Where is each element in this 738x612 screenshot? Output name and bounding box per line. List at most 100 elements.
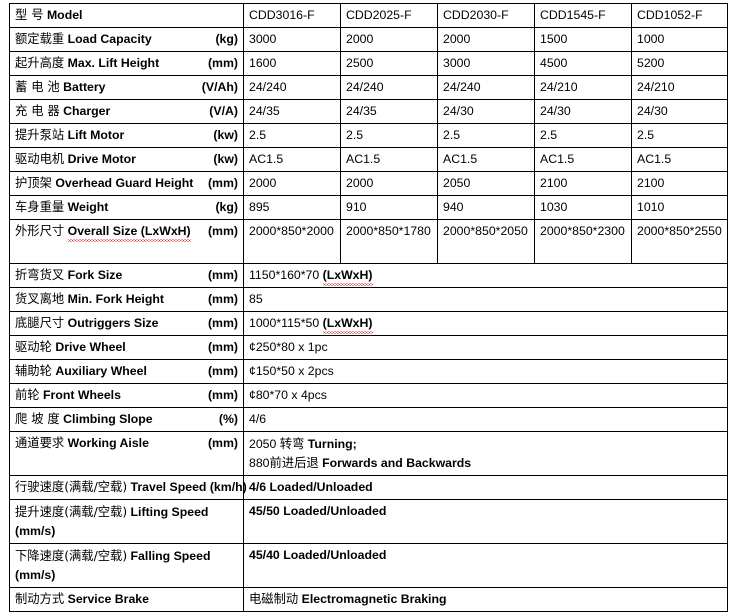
spec-value-cell: 2000*850*2550: [631, 219, 728, 264]
spec-label-cn: 护顶架: [15, 176, 52, 190]
table-row-drive-motor: 驱动电机 Drive Motor (kw) AC1.5 AC1.5 AC1.5 …: [9, 147, 728, 172]
spec-value: 24/30: [443, 104, 474, 118]
spec-label-cn: 车身重量: [15, 200, 65, 214]
spec-value: 24/210: [540, 80, 578, 94]
model-name: CDD2030-F: [443, 8, 509, 22]
table-body: 型 号 Model CDD3016-F CDD2025-F CDD2030-F …: [9, 3, 728, 612]
turning-radius-value: 2050: [249, 437, 280, 451]
spec-value-cell: 1600: [243, 51, 341, 76]
model-name: CDD2025-F: [346, 8, 412, 22]
spec-value: 24/30: [540, 104, 571, 118]
spec-value: 1000*115*50: [249, 316, 323, 330]
spec-value: 2.5: [346, 128, 364, 142]
spec-value-cell-merged: 1000*115*50 (LxWxH): [243, 311, 728, 336]
spec-label-en: Drive Wheel: [55, 340, 126, 354]
spec-value: 24/240: [346, 80, 384, 94]
spec-value: 2.5: [443, 128, 461, 142]
header-label-cn: 型 号: [15, 8, 44, 22]
spec-label-en: Working Aisle: [67, 436, 149, 450]
spec-label-cn: 额定载重: [15, 32, 65, 46]
spec-label-en: Battery: [63, 80, 106, 94]
spec-label-cell: 通道要求 Working Aisle (mm): [9, 430, 244, 477]
spec-label-cell: 蓄 电 池 Battery (V/Ah): [9, 75, 244, 100]
spec-value-cell: 24/240: [340, 75, 438, 100]
table-row-load-capacity: 额定载重 Load Capacity (kg) 3000 2000 2000 1…: [9, 27, 728, 52]
spec-value-cell: 1010: [631, 195, 728, 220]
spec-value: 910: [346, 200, 367, 214]
spec-label-cell: 起升高度 Max. Lift Height (mm): [9, 51, 244, 76]
spec-value: ¢250*80 x 1pc: [249, 340, 328, 354]
spec-label-en: Max. Lift Height: [67, 56, 160, 70]
spec-value-annotation: (LxWxH): [322, 315, 373, 335]
spec-label-cn: 货叉离地: [15, 292, 65, 306]
spec-value: 45/40 Loaded/Unloaded: [249, 548, 387, 563]
spec-unit: (mm/s): [15, 568, 56, 583]
spec-label-en: Min. Fork Height: [67, 292, 164, 306]
spec-value: AC1.5: [346, 152, 381, 166]
spec-value-cell: 2000*850*1780: [340, 219, 438, 264]
spec-label-cell: 制动方式 Service Brake: [9, 587, 244, 612]
table-row-max-lift-height: 起升高度 Max. Lift Height (mm) 1600 2500 300…: [9, 51, 728, 76]
lifting-speed-label-line-2: (mm/s): [15, 522, 238, 541]
spec-value: AC1.5: [637, 152, 672, 166]
spec-label-cell: 额定载重 Load Capacity (kg): [9, 27, 244, 52]
spec-value: ¢150*50 x 2pcs: [249, 364, 334, 378]
spec-unit: (mm): [207, 292, 238, 306]
spec-value-cell: 24/35: [340, 99, 438, 124]
spec-value-cell-merged: 85: [243, 287, 728, 312]
spec-value-cell: AC1.5: [243, 147, 341, 172]
working-aisle-line-2: 880前进后退 Forwards and Backwards: [249, 454, 722, 473]
spec-value-cell-merged: ¢250*80 x 1pc: [243, 335, 728, 360]
table-row-min-fork-height: 货叉离地 Min. Fork Height (mm) 85: [9, 287, 728, 312]
spec-value: 2.5: [637, 128, 655, 142]
spec-label-en: Outriggers Size: [67, 316, 159, 330]
spec-value: 3000: [443, 56, 471, 70]
spec-value: 3000: [249, 32, 277, 46]
spec-value-cell: 5200: [631, 51, 728, 76]
spec-value: 2000*850*2550: [637, 224, 722, 238]
spec-label-cn: 驱动轮: [15, 340, 52, 354]
spec-label-cell: 折弯货叉 Fork Size (mm): [9, 263, 244, 288]
table-row-battery: 蓄 电 池 Battery (V/Ah) 24/240 24/240 24/24…: [9, 75, 728, 100]
spec-label-cn: 前轮: [15, 388, 40, 402]
spec-unit: (mm): [207, 56, 238, 70]
spec-unit: (mm): [207, 436, 238, 450]
spec-unit: (mm): [207, 176, 238, 190]
model-column-header-0: CDD3016-F: [243, 3, 341, 28]
spec-value: AC1.5: [540, 152, 575, 166]
spec-value: 2100: [637, 176, 665, 190]
spec-label-cn: 外形尺寸: [15, 224, 65, 238]
spec-value: 2000: [346, 176, 374, 190]
table-row-charger: 充 电 器 Charger (V/A) 24/35 24/35 24/30 24…: [9, 99, 728, 124]
table-row-model-header: 型 号 Model CDD3016-F CDD2025-F CDD2030-F …: [9, 3, 728, 28]
spec-label-cell: 充 电 器 Charger (V/A): [9, 99, 244, 124]
model-column-header-4: CDD1052-F: [631, 3, 728, 28]
spec-label-cell: 下降速度(满载/空载) Falling Speed (mm/s): [9, 543, 244, 589]
spec-value-cell-merged: 电磁制动 Electromagnetic Braking: [243, 587, 728, 612]
spec-value: 940: [443, 200, 464, 214]
table-row-travel-speed: 行驶速度(满载/空载) Travel Speed (km/h) 4/6 Load…: [9, 475, 728, 501]
spec-value-cell: 2000*850*2000: [243, 219, 341, 264]
spec-label-cell: 前轮 Front Wheels (mm): [9, 383, 244, 408]
spec-value-cell: 1000: [631, 27, 728, 52]
spec-value: 2000*850*2000: [249, 224, 334, 238]
spec-value: 5200: [637, 56, 665, 70]
table-row-auxiliary-wheel: 辅助轮 Auxiliary Wheel (mm) ¢150*50 x 2pcs: [9, 359, 728, 384]
spec-value-annotation: (LxWxH): [322, 267, 373, 287]
spec-value: 1030: [540, 200, 568, 214]
spec-value-cell: 3000: [243, 27, 341, 52]
table-row-weight: 车身重量 Weight (kg) 895 910 940 1030 1010: [9, 195, 728, 220]
spec-value: 1600: [249, 56, 277, 70]
spec-value-cell: 24/30: [631, 99, 728, 124]
spec-value-cn: 电磁制动: [249, 592, 299, 607]
spec-label-cell: 货叉离地 Min. Fork Height (mm): [9, 287, 244, 312]
model-name: CDD1052-F: [637, 8, 703, 22]
spec-label-cell: 提升泵站 Lift Motor (kw): [9, 123, 244, 148]
spec-value-cell: 2000*850*2300: [534, 219, 632, 264]
spec-value: 85: [249, 292, 263, 306]
table-row-fork-size: 折弯货叉 Fork Size (mm) 1150*160*70 (LxWxH): [9, 263, 728, 288]
spec-label-cell: 行驶速度(满载/空载) Travel Speed (km/h): [9, 475, 247, 501]
spec-label-cn: 底腿尺寸: [15, 316, 65, 330]
spec-label-en: Climbing Slope: [63, 412, 153, 426]
spec-unit: (mm): [207, 268, 238, 282]
